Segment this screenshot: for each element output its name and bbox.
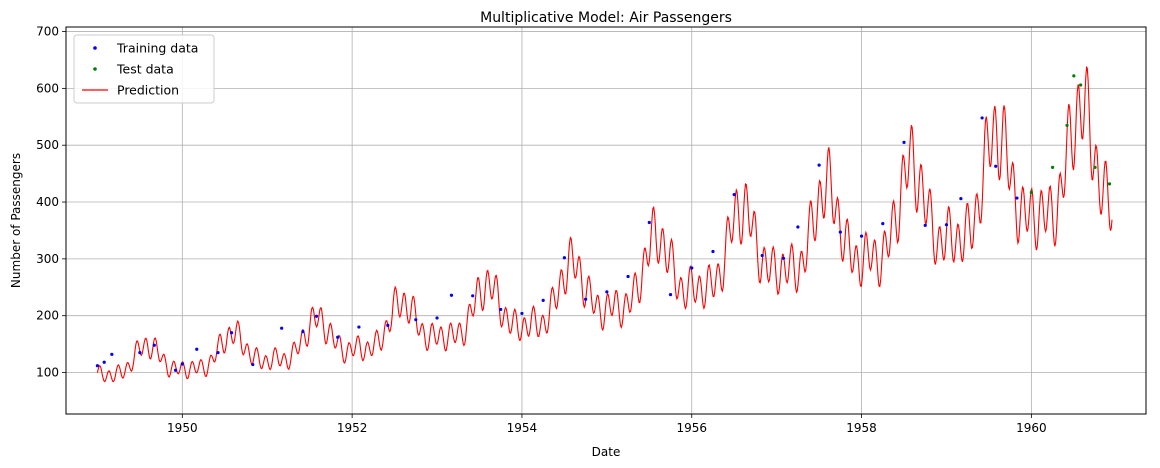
training-point — [499, 307, 503, 312]
legend-dot-swatch — [93, 46, 97, 50]
x-tick-label: 1950 — [167, 421, 198, 435]
training-point — [562, 256, 566, 260]
training-point — [838, 230, 842, 234]
y-tick-label: 600 — [36, 81, 59, 95]
training-point — [110, 352, 114, 356]
training-point — [584, 297, 588, 301]
training-point — [959, 197, 963, 201]
test-point — [1107, 182, 1112, 186]
training-point — [152, 343, 156, 347]
training-point — [251, 362, 255, 367]
training-point — [435, 316, 439, 320]
training-point — [881, 222, 885, 226]
test-point — [1072, 74, 1076, 78]
y-tick-label: 100 — [36, 366, 59, 380]
legend-label: Test data — [116, 62, 174, 77]
plot-area — [95, 65, 1113, 383]
training-point — [520, 311, 524, 316]
training-point — [336, 335, 340, 339]
test-point — [1051, 165, 1055, 169]
training-point — [781, 256, 786, 260]
y-tick-label: 200 — [36, 309, 59, 323]
training-point — [902, 140, 906, 144]
training-point — [732, 193, 736, 197]
x-tick-label: 1960 — [1016, 421, 1047, 435]
training-point — [711, 249, 715, 254]
x-axis: 1950 1952 1954 1956 1958 1960 — [167, 414, 1047, 435]
training-point — [647, 220, 651, 225]
training-point — [471, 294, 475, 298]
test-point — [1079, 83, 1083, 87]
training-point — [859, 234, 864, 238]
training-point — [760, 253, 764, 258]
training-point — [386, 323, 390, 327]
training-point — [1015, 196, 1019, 200]
y-axis-label: Number of Passengers — [9, 153, 23, 288]
legend-label: Training data — [116, 41, 198, 56]
training-point — [357, 325, 361, 329]
y-tick-label: 500 — [36, 138, 59, 152]
y-axis: 100 200 300 400 500 600 700 — [36, 25, 66, 380]
training-point — [195, 347, 199, 351]
training-point — [414, 318, 418, 322]
legend-dot-swatch — [93, 67, 97, 71]
training-point — [102, 360, 106, 364]
y-tick-label: 700 — [36, 25, 59, 39]
training-point — [796, 225, 800, 229]
y-tick-label: 400 — [36, 195, 59, 209]
plot-frame — [65, 26, 1147, 415]
x-tick-label: 1952 — [337, 421, 368, 435]
legend-box — [73, 34, 215, 104]
x-axis-label: Date — [592, 445, 621, 459]
test-point — [1065, 123, 1069, 127]
x-tick-label: 1956 — [676, 421, 707, 435]
training-point — [817, 163, 821, 167]
training-point — [280, 326, 284, 330]
training-point — [95, 364, 100, 368]
test-point — [1093, 165, 1097, 169]
training-point — [994, 164, 998, 168]
training-point — [668, 293, 673, 297]
training-point — [541, 298, 545, 302]
training-point — [944, 223, 949, 227]
training-point — [626, 274, 630, 279]
chart-title: Multiplicative Model: Air Passengers — [480, 10, 732, 26]
y-tick-label: 300 — [36, 252, 59, 266]
test-point — [1029, 190, 1033, 194]
legend: Training data Test data Prediction — [73, 34, 215, 104]
training-point — [216, 351, 220, 355]
prediction-line — [96, 65, 1113, 383]
grid — [66, 27, 1146, 414]
training-point — [180, 362, 184, 366]
training-point — [173, 368, 178, 372]
x-tick-label: 1954 — [507, 421, 538, 435]
legend-label: Prediction — [117, 83, 179, 98]
training-point — [605, 290, 609, 294]
training-point — [229, 331, 234, 335]
training-point — [923, 223, 927, 227]
training-point — [449, 293, 454, 297]
training-point — [138, 351, 142, 355]
training-point — [301, 329, 305, 334]
training-point — [690, 266, 694, 270]
training-point — [314, 314, 319, 318]
training-point — [980, 116, 984, 120]
x-tick-label: 1958 — [846, 421, 877, 435]
